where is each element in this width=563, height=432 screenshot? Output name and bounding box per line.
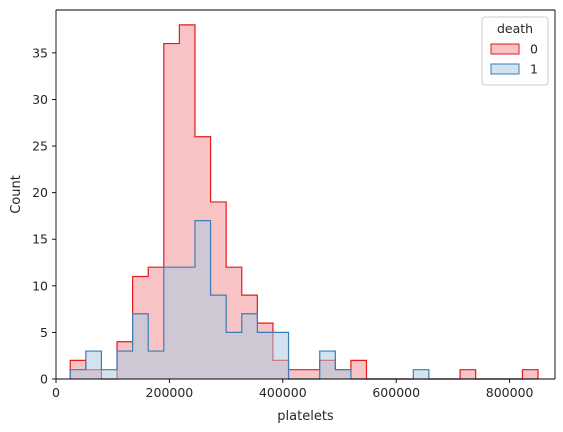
bar-series-1-bin-9: [210, 295, 227, 379]
bar-series-0-bin-14: [288, 369, 305, 379]
bar-series-1-bin-6: [163, 267, 180, 379]
y-tick-label-35: 35: [32, 45, 48, 60]
y-tick-label-5: 5: [40, 325, 48, 340]
x-tick-label-400000: 400000: [259, 385, 307, 400]
bar-series-1-bin-2: [101, 369, 118, 379]
y-tick-label-25: 25: [32, 139, 48, 154]
legend-title: death: [497, 21, 533, 36]
bar-series-1-bin-22: [413, 369, 429, 379]
bar-series-1-bin-12: [257, 332, 273, 379]
x-tick-label-800000: 800000: [486, 385, 534, 400]
bar-series-1-bin-13: [272, 332, 289, 379]
bar-series-0-bin-18: [350, 360, 367, 379]
legend: death 0 1: [481, 16, 549, 86]
y-axis-label: Count: [9, 175, 24, 214]
bar-series-0-bin-29: [522, 369, 539, 379]
y-tick-label-15: 15: [32, 232, 48, 247]
x-tick-label-600000: 600000: [372, 385, 420, 400]
bar-series-0-bin-15: [304, 369, 320, 379]
plot-area: [69, 24, 539, 380]
bar-series-1-bin-1: [85, 351, 102, 379]
bar-series-1-bin-10: [226, 332, 242, 379]
x-tick-label-0: 0: [52, 385, 60, 400]
bar-series-1-bin-4: [132, 313, 149, 379]
bar-series-1-bin-0: [70, 369, 86, 379]
bar-series-1-bin-7: [179, 267, 195, 379]
y-tick-label-30: 30: [32, 92, 48, 107]
y-tick-label-20: 20: [32, 185, 48, 200]
bar-series-1-bin-16: [319, 351, 336, 379]
bar-series-1-bin-11: [241, 313, 258, 379]
step-outline-series-1: [69, 219, 539, 380]
legend-swatch-series-0: [490, 43, 520, 55]
x-axis-label: platelets: [277, 409, 334, 424]
bar-series-1-bin-17: [335, 369, 351, 379]
bar-series-1-bin-5: [148, 351, 164, 379]
legend-label-series-1: 1: [530, 62, 538, 77]
y-tick-label-0: 0: [40, 372, 48, 387]
x-tick-label-200000: 200000: [146, 385, 194, 400]
bar-series-0-bin-25: [460, 369, 476, 379]
bar-series-1-bin-3: [117, 351, 133, 379]
series-1: [69, 219, 539, 380]
bar-series-1-bin-8: [194, 220, 211, 379]
legend-label-series-0: 0: [530, 42, 538, 57]
y-tick-label-10: 10: [32, 278, 48, 293]
legend-swatch-series-1: [490, 63, 520, 75]
